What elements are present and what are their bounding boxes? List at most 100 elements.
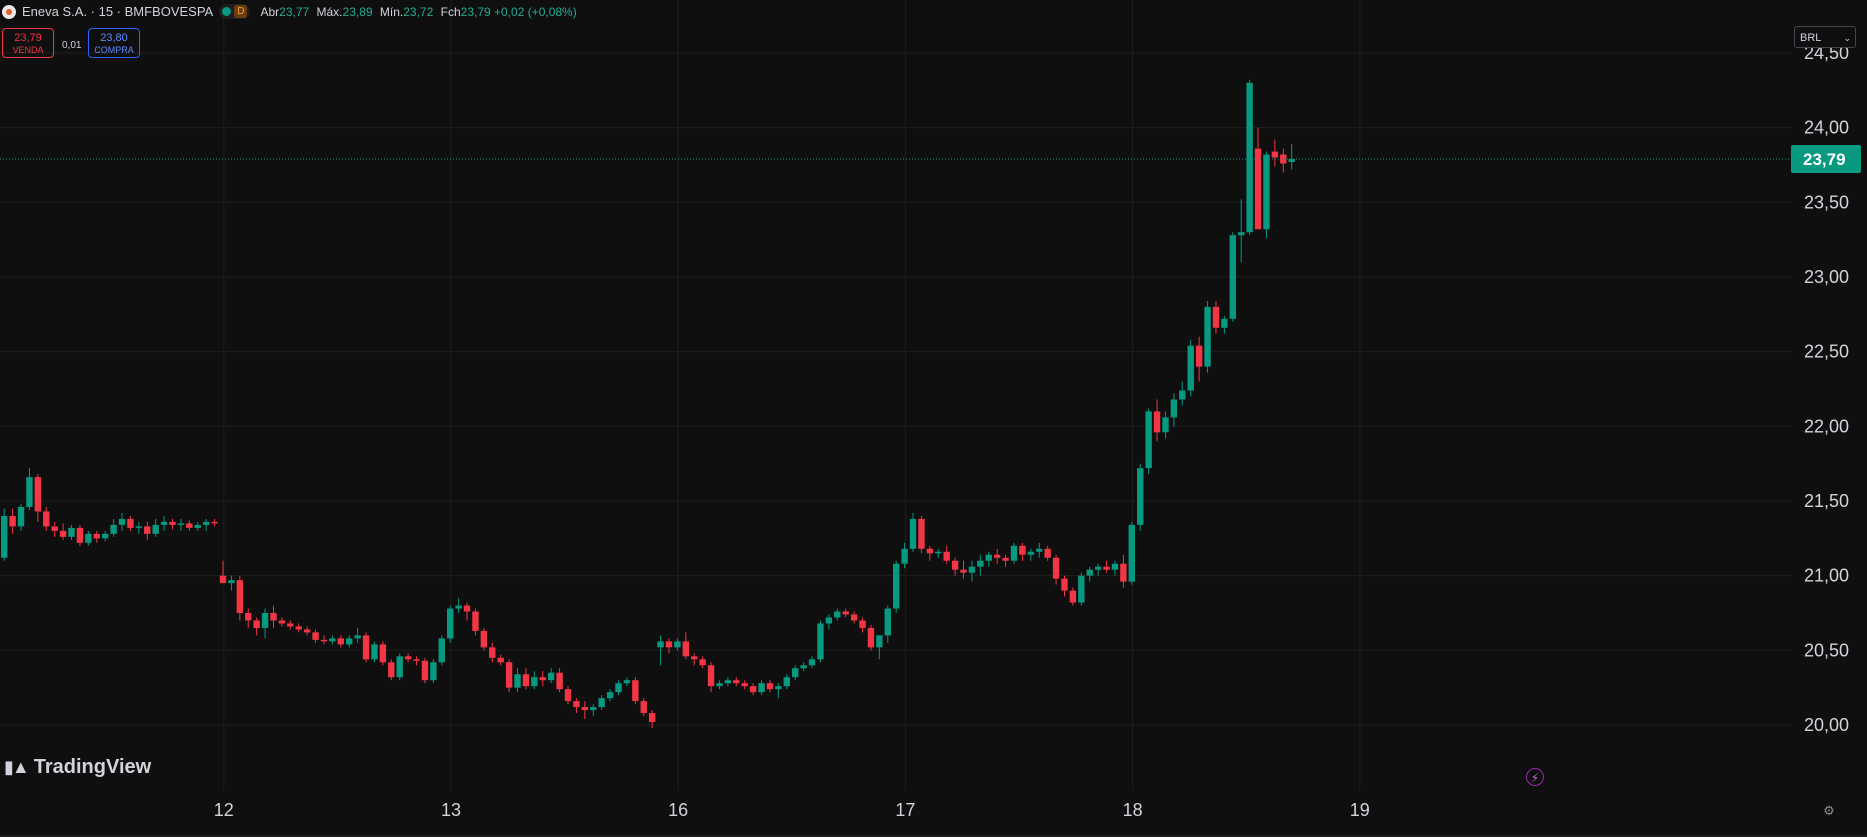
candle-body[interactable]: [792, 668, 799, 678]
symbol-title[interactable]: Eneva S.A. · 15 · BMFBOVESPA: [22, 4, 214, 19]
candle-body[interactable]: [489, 647, 496, 658]
candle-body[interactable]: [1094, 566, 1102, 570]
candle-body[interactable]: [775, 686, 782, 690]
candle-body[interactable]: [615, 683, 622, 693]
candle-body[interactable]: [1120, 563, 1127, 582]
candle-body[interactable]: [287, 623, 294, 627]
candle-body[interactable]: [396, 656, 403, 678]
candle-body[interactable]: [463, 605, 471, 612]
candle-body[interactable]: [337, 638, 344, 645]
symbol-logo-icon[interactable]: [2, 4, 16, 19]
candle-body[interactable]: [219, 575, 227, 584]
candle-body[interactable]: [1111, 563, 1119, 570]
candle-body[interactable]: [951, 560, 959, 570]
candle-body[interactable]: [1271, 151, 1279, 158]
candle-body[interactable]: [766, 683, 774, 690]
candle-body[interactable]: [850, 614, 858, 621]
candle-body[interactable]: [1145, 411, 1152, 469]
candle-body[interactable]: [1153, 411, 1161, 433]
candle-body[interactable]: [825, 617, 833, 624]
candle-body[interactable]: [320, 639, 328, 642]
candle-body[interactable]: [177, 523, 185, 525]
candle-body[interactable]: [261, 613, 269, 628]
candle-body[interactable]: [1078, 575, 1085, 603]
candle-body[interactable]: [1137, 468, 1144, 525]
candle-body[interactable]: [691, 656, 698, 660]
candle-body[interactable]: [1044, 548, 1051, 558]
market-status[interactable]: D: [219, 4, 251, 19]
candle-body[interactable]: [783, 677, 790, 687]
candle-body[interactable]: [110, 524, 117, 534]
gear-icon[interactable]: ⚙: [1823, 803, 1835, 818]
candle-body[interactable]: [186, 523, 193, 528]
candle-body[interactable]: [918, 518, 925, 549]
candle-body[interactable]: [1263, 154, 1270, 230]
candle-body[interactable]: [531, 677, 538, 687]
candle-body[interactable]: [421, 660, 429, 681]
candle-body[interactable]: [228, 580, 235, 584]
candle-body[interactable]: [1002, 557, 1009, 561]
candle-body[interactable]: [17, 506, 25, 527]
candle-body[interactable]: [1179, 390, 1186, 400]
candle-body[interactable]: [1238, 232, 1245, 236]
candle-body[interactable]: [245, 613, 252, 621]
candle-body[interactable]: [303, 629, 311, 633]
candles[interactable]: [1, 79, 1295, 728]
candle-body[interactable]: [834, 611, 841, 618]
candle-body[interactable]: [842, 611, 849, 615]
candle-body[interactable]: [808, 659, 816, 666]
candle-body[interactable]: [884, 608, 891, 636]
candle-body[interactable]: [564, 689, 572, 702]
candle-body[interactable]: [648, 713, 656, 723]
candle-body[interactable]: [707, 665, 715, 687]
candle-body[interactable]: [1221, 318, 1228, 328]
candle-body[interactable]: [547, 672, 555, 681]
candle-body[interactable]: [1187, 345, 1194, 391]
candle-body[interactable]: [85, 533, 92, 543]
candle-body[interactable]: [1061, 578, 1068, 591]
candle-body[interactable]: [76, 527, 84, 543]
candle-body[interactable]: [1052, 557, 1060, 579]
candle-body[interactable]: [329, 638, 336, 642]
candle-body[interactable]: [211, 521, 218, 524]
candle-body[interactable]: [278, 620, 286, 624]
candle-body[interactable]: [455, 605, 462, 609]
candle-body[interactable]: [354, 635, 361, 639]
candle-body[interactable]: [404, 656, 412, 660]
candle-body[interactable]: [169, 521, 176, 525]
candle-body[interactable]: [152, 524, 159, 534]
buy-button[interactable]: 23,80 COMPRA: [88, 28, 140, 58]
candle-body[interactable]: [26, 477, 33, 507]
candle-body[interactable]: [993, 554, 1001, 558]
candle-body[interactable]: [127, 518, 134, 528]
candle-body[interactable]: [640, 701, 647, 714]
candle-body[interactable]: [202, 521, 210, 525]
candle-body[interactable]: [346, 638, 353, 645]
candle-body[interactable]: [522, 674, 530, 687]
candle-body[interactable]: [34, 477, 42, 512]
candle-body[interactable]: [935, 551, 942, 554]
candle-body[interactable]: [194, 524, 201, 528]
candle-body[interactable]: [859, 620, 866, 628]
candle-body[interactable]: [270, 613, 277, 621]
candle-body[interactable]: [1254, 148, 1262, 230]
candle-body[interactable]: [749, 686, 757, 693]
candle-body[interactable]: [943, 551, 950, 561]
candle-body[interactable]: [1204, 306, 1211, 367]
candle-body[interactable]: [388, 662, 395, 678]
time-axis[interactable]: 12 13 16 17 18 19: [214, 800, 1370, 820]
candle-body[interactable]: [926, 548, 934, 554]
candle-body[interactable]: [135, 526, 143, 528]
lightning-icon[interactable]: ⚡: [1526, 768, 1544, 786]
candle-body[interactable]: [497, 657, 504, 663]
candle-body[interactable]: [733, 680, 740, 684]
candle-body[interactable]: [539, 677, 546, 681]
candle-body[interactable]: [909, 518, 917, 549]
candle-body[interactable]: [657, 641, 664, 648]
candle-body[interactable]: [606, 692, 614, 699]
candle-body[interactable]: [1019, 545, 1026, 555]
currency-select[interactable]: BRL ⌄: [1794, 26, 1856, 48]
candle-body[interactable]: [556, 672, 563, 690]
candle-body[interactable]: [101, 533, 109, 539]
candle-body[interactable]: [1027, 551, 1035, 555]
